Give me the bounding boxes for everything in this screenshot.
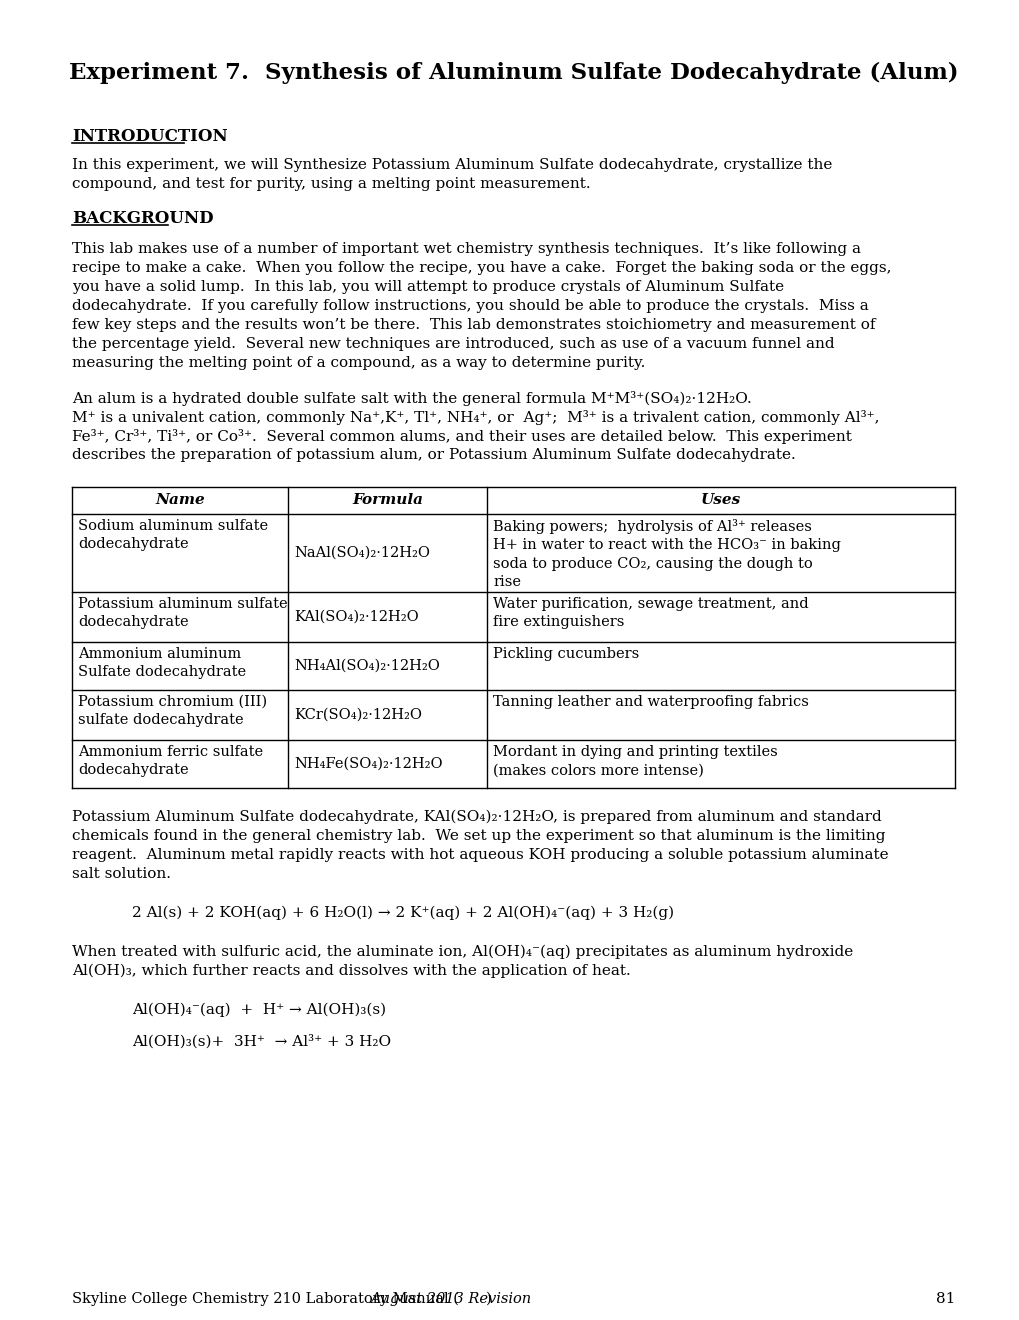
Text: Ammonium aluminum
Sulfate dodecahydrate: Ammonium aluminum Sulfate dodecahydrate (77, 647, 246, 680)
Text: ): ) (486, 1292, 491, 1305)
Text: Fe³⁺, Cr³⁺, Ti³⁺, or Co³⁺.  Several common alums, and their uses are detailed be: Fe³⁺, Cr³⁺, Ti³⁺, or Co³⁺. Several commo… (72, 429, 851, 444)
Text: KCr(SO₄)₂·12H₂O: KCr(SO₄)₂·12H₂O (294, 708, 422, 722)
Text: Pickling cucumbers: Pickling cucumbers (492, 647, 639, 661)
Text: August 2013 Revision: August 2013 Revision (370, 1292, 531, 1305)
Text: recipe to make a cake.  When you follow the recipe, you have a cake.  Forget the: recipe to make a cake. When you follow t… (72, 261, 891, 275)
Text: BACKGROUND: BACKGROUND (72, 210, 213, 227)
Text: Al(OH)₃, which further reacts and dissolves with the application of heat.: Al(OH)₃, which further reacts and dissol… (72, 964, 630, 978)
Text: Water purification, sewage treatment, and
fire extinguishers: Water purification, sewage treatment, an… (492, 597, 808, 630)
Text: In this experiment, we will Synthesize Potassium Aluminum Sulfate dodecahydrate,: In this experiment, we will Synthesize P… (72, 158, 832, 172)
Text: INTRODUCTION: INTRODUCTION (72, 128, 227, 145)
Text: 81: 81 (934, 1292, 954, 1305)
Text: Tanning leather and waterproofing fabrics: Tanning leather and waterproofing fabric… (492, 696, 808, 709)
Text: dodecahydrate.  If you carefully follow instructions, you should be able to prod: dodecahydrate. If you carefully follow i… (72, 300, 868, 313)
Text: An alum is a hydrated double sulfate salt with the general formula M⁺M³⁺(SO₄)₂·1: An alum is a hydrated double sulfate sal… (72, 391, 751, 407)
Text: Potassium Aluminum Sulfate dodecahydrate, KAl(SO₄)₂·12H₂O, is prepared from alum: Potassium Aluminum Sulfate dodecahydrate… (72, 810, 880, 825)
Text: KAl(SO₄)₂·12H₂O: KAl(SO₄)₂·12H₂O (294, 610, 419, 624)
Text: M⁺ is a univalent cation, commonly Na⁺,K⁺, Tl⁺, NH₄⁺, or  Ag⁺;  M³⁺ is a trivale: M⁺ is a univalent cation, commonly Na⁺,K… (72, 411, 878, 425)
Text: Experiment 7.  Synthesis of Aluminum Sulfate Dodecahydrate (Alum): Experiment 7. Synthesis of Aluminum Sulf… (68, 62, 957, 84)
Text: Formula: Formula (352, 494, 423, 507)
Text: salt solution.: salt solution. (72, 867, 171, 880)
Text: 2 Al(s) + 2 KOH(aq) + 6 H₂O(l) → 2 K⁺(aq) + 2 Al(OH)₄⁻(aq) + 3 H₂(g): 2 Al(s) + 2 KOH(aq) + 6 H₂O(l) → 2 K⁺(aq… (131, 906, 674, 920)
Text: Potassium chromium (III)
sulfate dodecahydrate: Potassium chromium (III) sulfate dodecah… (77, 696, 267, 727)
Text: Sodium aluminum sulfate
dodecahydrate: Sodium aluminum sulfate dodecahydrate (77, 519, 268, 552)
Text: NaAl(SO₄)₂·12H₂O: NaAl(SO₄)₂·12H₂O (294, 546, 430, 560)
Text: reagent.  Aluminum metal rapidly reacts with hot aqueous KOH producing a soluble: reagent. Aluminum metal rapidly reacts w… (72, 847, 888, 862)
Text: Potassium aluminum sulfate
dodecahydrate: Potassium aluminum sulfate dodecahydrate (77, 597, 287, 630)
Text: When treated with sulfuric acid, the aluminate ion, Al(OH)₄⁻(aq) precipitates as: When treated with sulfuric acid, the alu… (72, 945, 853, 960)
Text: Skyline College Chemistry 210 Laboratory Manual (: Skyline College Chemistry 210 Laboratory… (72, 1292, 459, 1307)
Text: Mordant in dying and printing textiles
(makes colors more intense): Mordant in dying and printing textiles (… (492, 744, 777, 777)
Text: Al(OH)₄⁻(aq)  +  H⁺ → Al(OH)₃(s): Al(OH)₄⁻(aq) + H⁺ → Al(OH)₃(s) (131, 1003, 386, 1018)
Text: This lab makes use of a number of important wet chemistry synthesis techniques. : This lab makes use of a number of import… (72, 242, 860, 256)
Text: Al(OH)₃(s)+  3H⁺  → Al³⁺ + 3 H₂O: Al(OH)₃(s)+ 3H⁺ → Al³⁺ + 3 H₂O (131, 1034, 390, 1048)
Text: NH₄Al(SO₄)₂·12H₂O: NH₄Al(SO₄)₂·12H₂O (294, 659, 440, 673)
Text: compound, and test for purity, using a melting point measurement.: compound, and test for purity, using a m… (72, 177, 590, 191)
Text: Uses: Uses (700, 494, 741, 507)
Text: Name: Name (155, 494, 205, 507)
Text: you have a solid lump.  In this lab, you will attempt to produce crystals of Alu: you have a solid lump. In this lab, you … (72, 280, 784, 294)
Text: few key steps and the results won’t be there.  This lab demonstrates stoichiomet: few key steps and the results won’t be t… (72, 318, 874, 333)
Text: Ammonium ferric sulfate
dodecahydrate: Ammonium ferric sulfate dodecahydrate (77, 744, 263, 777)
Text: Baking powers;  hydrolysis of Al³⁺ releases
H+ in water to react with the HCO₃⁻ : Baking powers; hydrolysis of Al³⁺ releas… (492, 519, 840, 589)
Text: measuring the melting point of a compound, as a way to determine purity.: measuring the melting point of a compoun… (72, 356, 645, 370)
Text: chemicals found in the general chemistry lab.  We set up the experiment so that : chemicals found in the general chemistry… (72, 829, 884, 843)
Text: the percentage yield.  Several new techniques are introduced, such as use of a v: the percentage yield. Several new techni… (72, 337, 834, 351)
Text: describes the preparation of potassium alum, or Potassium Aluminum Sulfate dodec: describes the preparation of potassium a… (72, 447, 795, 462)
Text: NH₄Fe(SO₄)₂·12H₂O: NH₄Fe(SO₄)₂·12H₂O (294, 756, 442, 771)
